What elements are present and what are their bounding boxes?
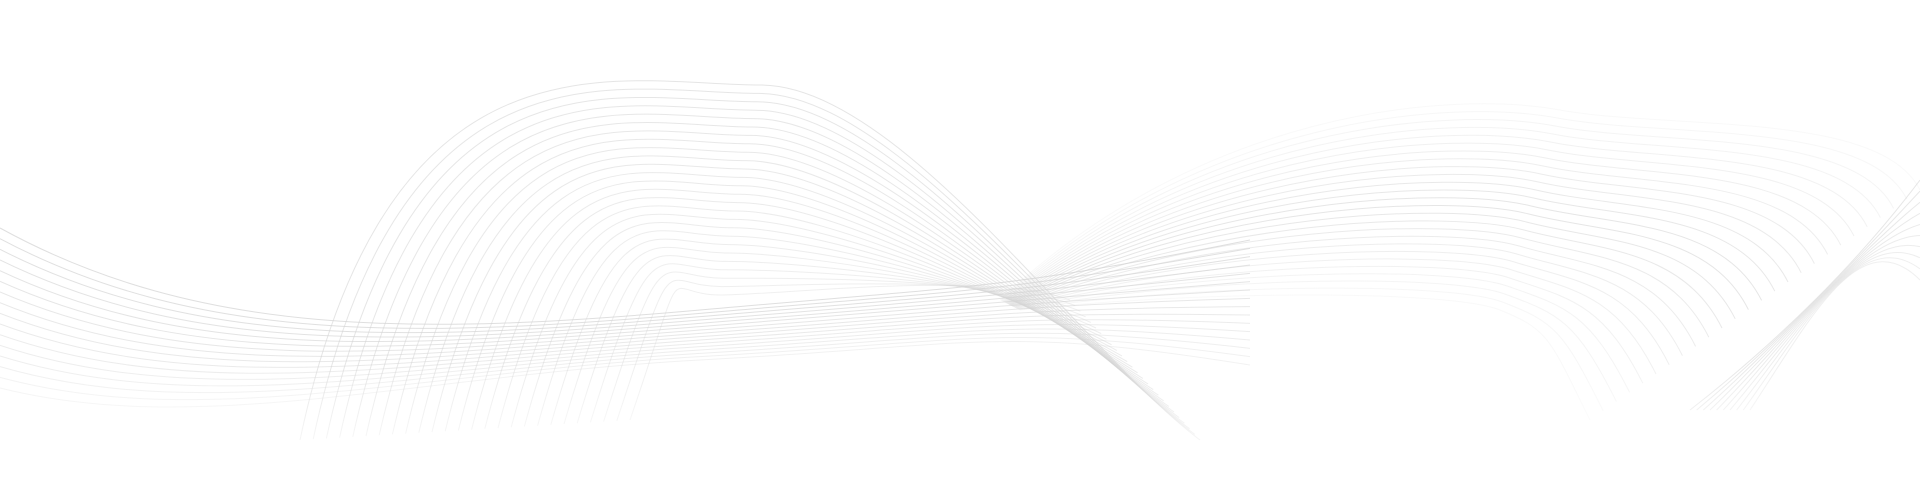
bottom-fade (0, 0, 1920, 484)
wave-lines-graphic (0, 0, 1920, 484)
